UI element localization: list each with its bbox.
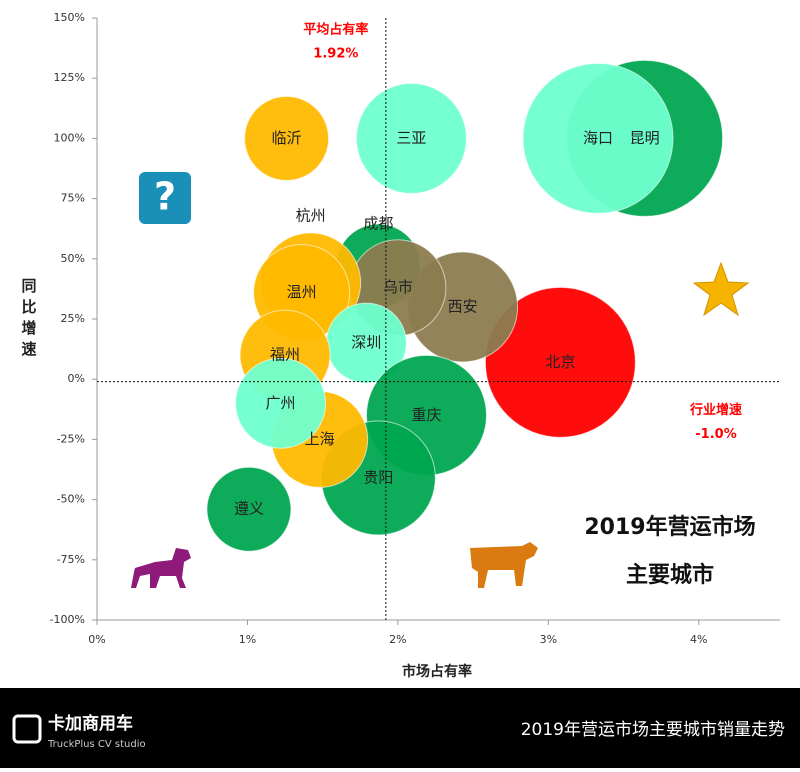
reference-x-value: 1.92% [313, 47, 358, 62]
y-tick-label: 25% [61, 312, 85, 325]
bubble-label: 昆明 [630, 129, 660, 147]
footer-caption: 2019年营运市场主要城市销量走势 [521, 720, 785, 740]
brand-en: TruckPlus CV studio [47, 739, 146, 750]
question-icon [139, 172, 191, 224]
bubble-label: 三亚 [396, 129, 426, 147]
question-mark: ? [154, 175, 176, 219]
x-tick-label: 2% [389, 633, 406, 646]
star-icon [692, 261, 750, 317]
y-tick-label: 50% [61, 252, 85, 265]
bubble-label: 乌市 [383, 278, 413, 296]
bubble [244, 95, 330, 181]
bubble-label: 北京 [545, 353, 575, 371]
bubble-label: 温州 [287, 283, 317, 301]
bubble-label: 遵义 [234, 500, 264, 518]
bubble-label: 深圳 [351, 334, 381, 352]
y-tick-label: -50% [57, 493, 85, 506]
bubble-label: 重庆 [411, 406, 441, 424]
bubble-label: 广州 [266, 394, 296, 412]
x-tick-label: 4% [690, 633, 707, 646]
x-tick-label: 3% [540, 633, 557, 646]
bubble [355, 82, 467, 194]
y-tick-label: -75% [57, 553, 85, 566]
y-tick-label: 75% [61, 192, 85, 205]
reference-x-name: 平均占有率 [303, 22, 368, 38]
bubble-label: 海口 [583, 129, 613, 147]
y-tick-label: 0% [68, 372, 85, 385]
logo-icon [12, 714, 42, 744]
bubble-label: 福州 [270, 346, 300, 364]
dog-icon [131, 548, 191, 588]
reference-y-name: 行业增速 [689, 402, 742, 418]
brand: 卡加商用车 [48, 713, 133, 734]
footer [0, 688, 800, 768]
y-tick-label: -100% [50, 613, 85, 626]
chart-title: 2019年营运市场 [584, 514, 755, 540]
bubble [206, 466, 292, 552]
bubble-label: 贵阳 [363, 468, 393, 486]
x-axis-label: 市场占有率 [402, 663, 472, 680]
y-tick-label: 100% [54, 131, 85, 144]
y-tick-label: 150% [54, 11, 85, 24]
x-tick-label: 0% [88, 633, 105, 646]
bubble-label: 临沂 [272, 129, 302, 147]
y-axis-label: 同比增速 [20, 278, 38, 362]
bubble [484, 286, 636, 438]
cow-icon [470, 542, 538, 588]
bubble-label: 上海 [305, 430, 335, 448]
y-tick-label: -25% [57, 432, 85, 445]
chart-subtitle: 主要城市 [626, 562, 714, 588]
bubble-label: 成都 [363, 215, 393, 233]
bubble-label: 西安 [448, 297, 478, 315]
icons: ? [131, 172, 750, 588]
bubble [522, 62, 674, 214]
bubble-label: 杭州 [296, 206, 326, 224]
x-tick-label: 1% [239, 633, 256, 646]
y-tick-label: 125% [54, 71, 85, 84]
reference-y-value: -1.0% [695, 427, 736, 442]
y-axis-label-text: 同比增速 [20, 278, 38, 362]
bubble [235, 357, 327, 449]
